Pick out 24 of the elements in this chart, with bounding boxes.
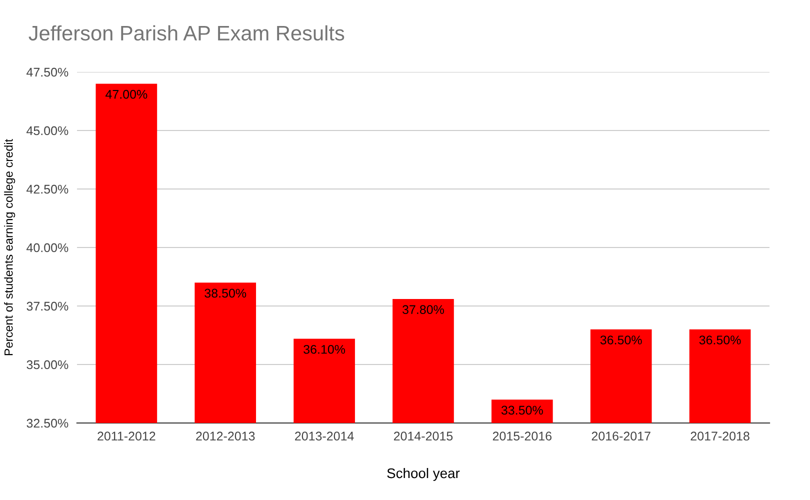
x-tick-label: 2014-2015 (394, 432, 453, 441)
y-axis-title: Percent of students earning college credit (4, 138, 16, 356)
y-tick-label: 32.50% (26, 418, 68, 428)
data-label: 36.50% (600, 336, 642, 344)
y-tick-label: 47.50% (26, 68, 68, 77)
y-tick-label: 40.00% (26, 243, 68, 252)
x-tick-label: 2013-2014 (295, 432, 354, 441)
x-tick-label: 2012-2013 (196, 432, 255, 441)
data-label: 47.00% (106, 90, 148, 99)
data-label: 37.80% (402, 305, 444, 314)
y-tick-label: 37.50% (26, 302, 68, 311)
x-tick-label: 2011-2012 (98, 432, 156, 441)
data-label: 33.50% (501, 406, 543, 415)
y-tick-label: 35.00% (26, 360, 68, 370)
x-tick-label: 2015-2016 (492, 432, 552, 441)
chart-title: Jefferson Parish AP Exam Results (28, 25, 344, 41)
x-axis-title: School year (387, 468, 460, 481)
data-label: 36.10% (304, 344, 346, 354)
data-label: 36.50% (699, 336, 741, 344)
x-tick-label: 2017-2018 (690, 432, 750, 441)
data-label: 38.50% (204, 288, 246, 298)
y-tick-label: 42.50% (26, 184, 68, 194)
y-tick-label: 45.00% (26, 126, 68, 136)
x-tick-label: 2016-2017 (592, 432, 650, 441)
